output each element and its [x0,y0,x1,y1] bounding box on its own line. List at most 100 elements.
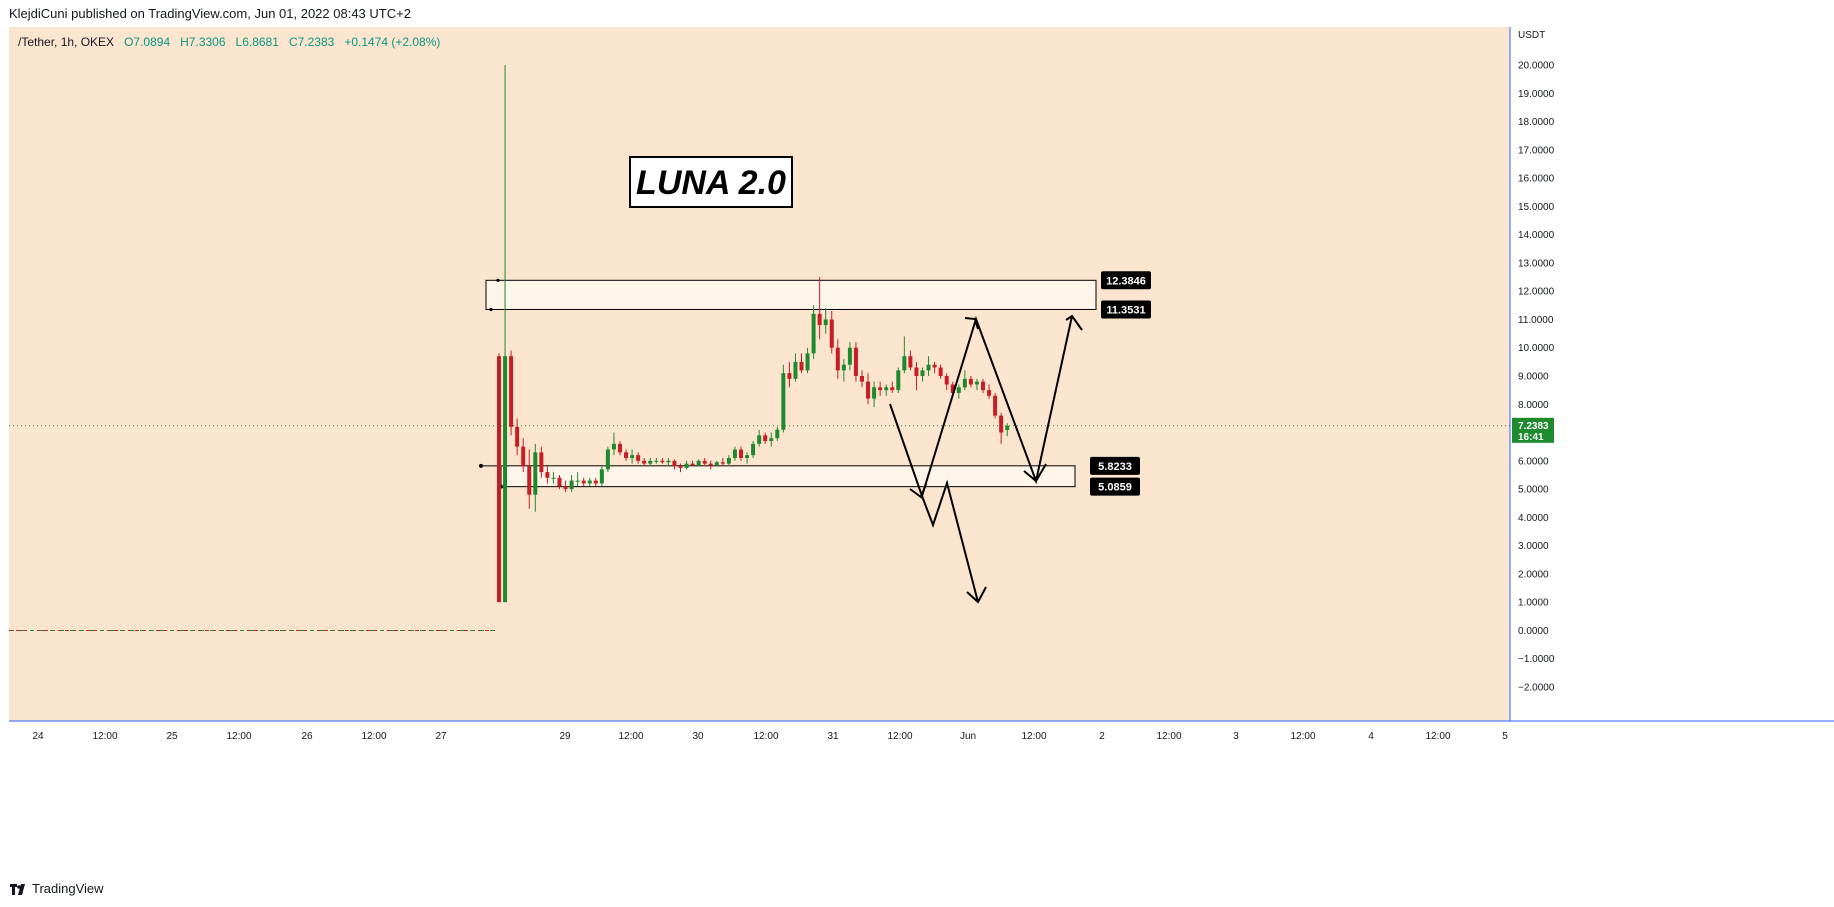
publisher-header: KlejdiCuni published on TradingView.com,… [0,0,1834,27]
candle-body [787,373,792,379]
candle-body [835,347,840,371]
candle-body [890,387,895,391]
title-box [629,156,793,208]
zone-handle-point [479,463,483,468]
chart-area[interactable]: USDT 20.0000 19.0000 18.0000 17.0000 16.0000 1… [9,27,1834,871]
time-tick-label: 12:00 [1021,731,1046,742]
zone-handle-point [496,278,500,282]
candle-body [884,387,889,391]
brand-name: TradingView [32,881,104,896]
time-tick-label: 5 [1502,731,1508,742]
candle-body [732,449,737,458]
price-tick-label: 6.0000 [1518,456,1549,467]
zero-line-group [9,425,1510,631]
arrow-head [909,483,927,499]
time-tick-label: 12:00 [226,731,251,742]
time-tick-label: 29 [559,731,571,742]
candle-body [515,426,520,447]
candle-body [920,370,925,376]
candle-body [860,376,864,382]
price-tick-label: 19.0000 [1518,89,1555,100]
candle-body [853,347,858,376]
candle-body [575,480,580,482]
candle-body [896,370,901,391]
candle-body [914,367,919,376]
candle-body [684,463,689,468]
price-tick-label: 0.0000 [1518,626,1549,637]
zones-group [479,278,1097,489]
plot-background [9,27,1510,721]
price-chart[interactable]: USDT20.000019.000018.000017.000016.00001… [9,27,1834,871]
candle-body [811,313,816,354]
candle-body [739,449,743,458]
price-tick-label: 18.0000 [1518,117,1555,128]
footer-brand[interactable]: TradingView [0,871,1834,907]
candle-body [618,443,622,453]
candle-body [775,429,780,439]
candle-body [521,446,526,467]
change-value: +0.1474 (+2.08%) [344,35,441,49]
candle-body [999,415,1004,433]
candle-body [799,361,804,371]
arrow-head [1023,463,1047,483]
time-tick-label: 12:00 [1156,731,1181,742]
level-label: 12.3846 [1106,275,1146,287]
projection-path-down [921,479,979,603]
candle-body [690,463,695,466]
time-tick-label: Jun [960,731,976,742]
price-tick-label: −2.0000 [1518,683,1555,694]
arrow-head [964,317,979,330]
price-tick-label: 10.0000 [1518,343,1555,354]
level-label: 11.3531 [1106,304,1145,316]
arrow-head [966,586,987,604]
price-tick-label: 20.0000 [1518,61,1555,72]
time-tick-label: 30 [692,731,704,742]
price-tick-label: 8.0000 [1518,400,1549,411]
price-tick-label: 15.0000 [1518,202,1555,213]
candle-body [702,460,707,464]
price-tick-label: 4.0000 [1518,513,1549,524]
price-tick-label: 16.0000 [1518,174,1555,185]
candle-body [587,480,592,484]
time-axis-panel [9,721,1834,871]
time-tick-label: 27 [435,731,447,742]
candle-body [678,466,683,468]
candle-body [497,356,501,603]
price-tick-label: 14.0000 [1518,230,1555,241]
candle-body [938,367,943,376]
price-tick-label: 3.0000 [1518,541,1549,552]
price-tick-label: 5.0000 [1518,485,1549,496]
zone-handle-point [489,307,493,312]
candle-body [993,395,998,416]
high-value: H7.3306 [180,35,226,49]
candle-body [509,356,514,427]
chart-title: LUNA 2.0 [636,164,786,202]
time-tick-label: 26 [301,731,313,742]
candle-body [642,460,647,464]
candle-body [981,381,985,391]
time-tick-label: 12:00 [618,731,643,742]
candle-body [987,390,992,396]
candle-body [908,356,913,368]
support-zone [500,465,1076,488]
candle-body [932,364,937,368]
candle-body [563,486,568,490]
candle-body [714,462,719,466]
arrow-head [1065,314,1083,331]
candle-body [902,356,907,371]
candle-body [823,319,828,326]
time-tick-label: 31 [827,731,839,742]
candle-body [599,469,604,484]
candle-body [769,438,774,442]
candle-body [847,347,852,365]
candle-body [581,480,586,484]
candle-body [817,313,822,326]
title-group: LUNA 2.0 [629,156,793,208]
candle-body [1005,425,1010,431]
low-value: L6.8681 [235,35,279,49]
candle-body [696,460,701,466]
candle-body [878,387,883,391]
candle-body [757,435,762,444]
level-badge [1090,456,1140,475]
drawings-group [889,314,1083,604]
